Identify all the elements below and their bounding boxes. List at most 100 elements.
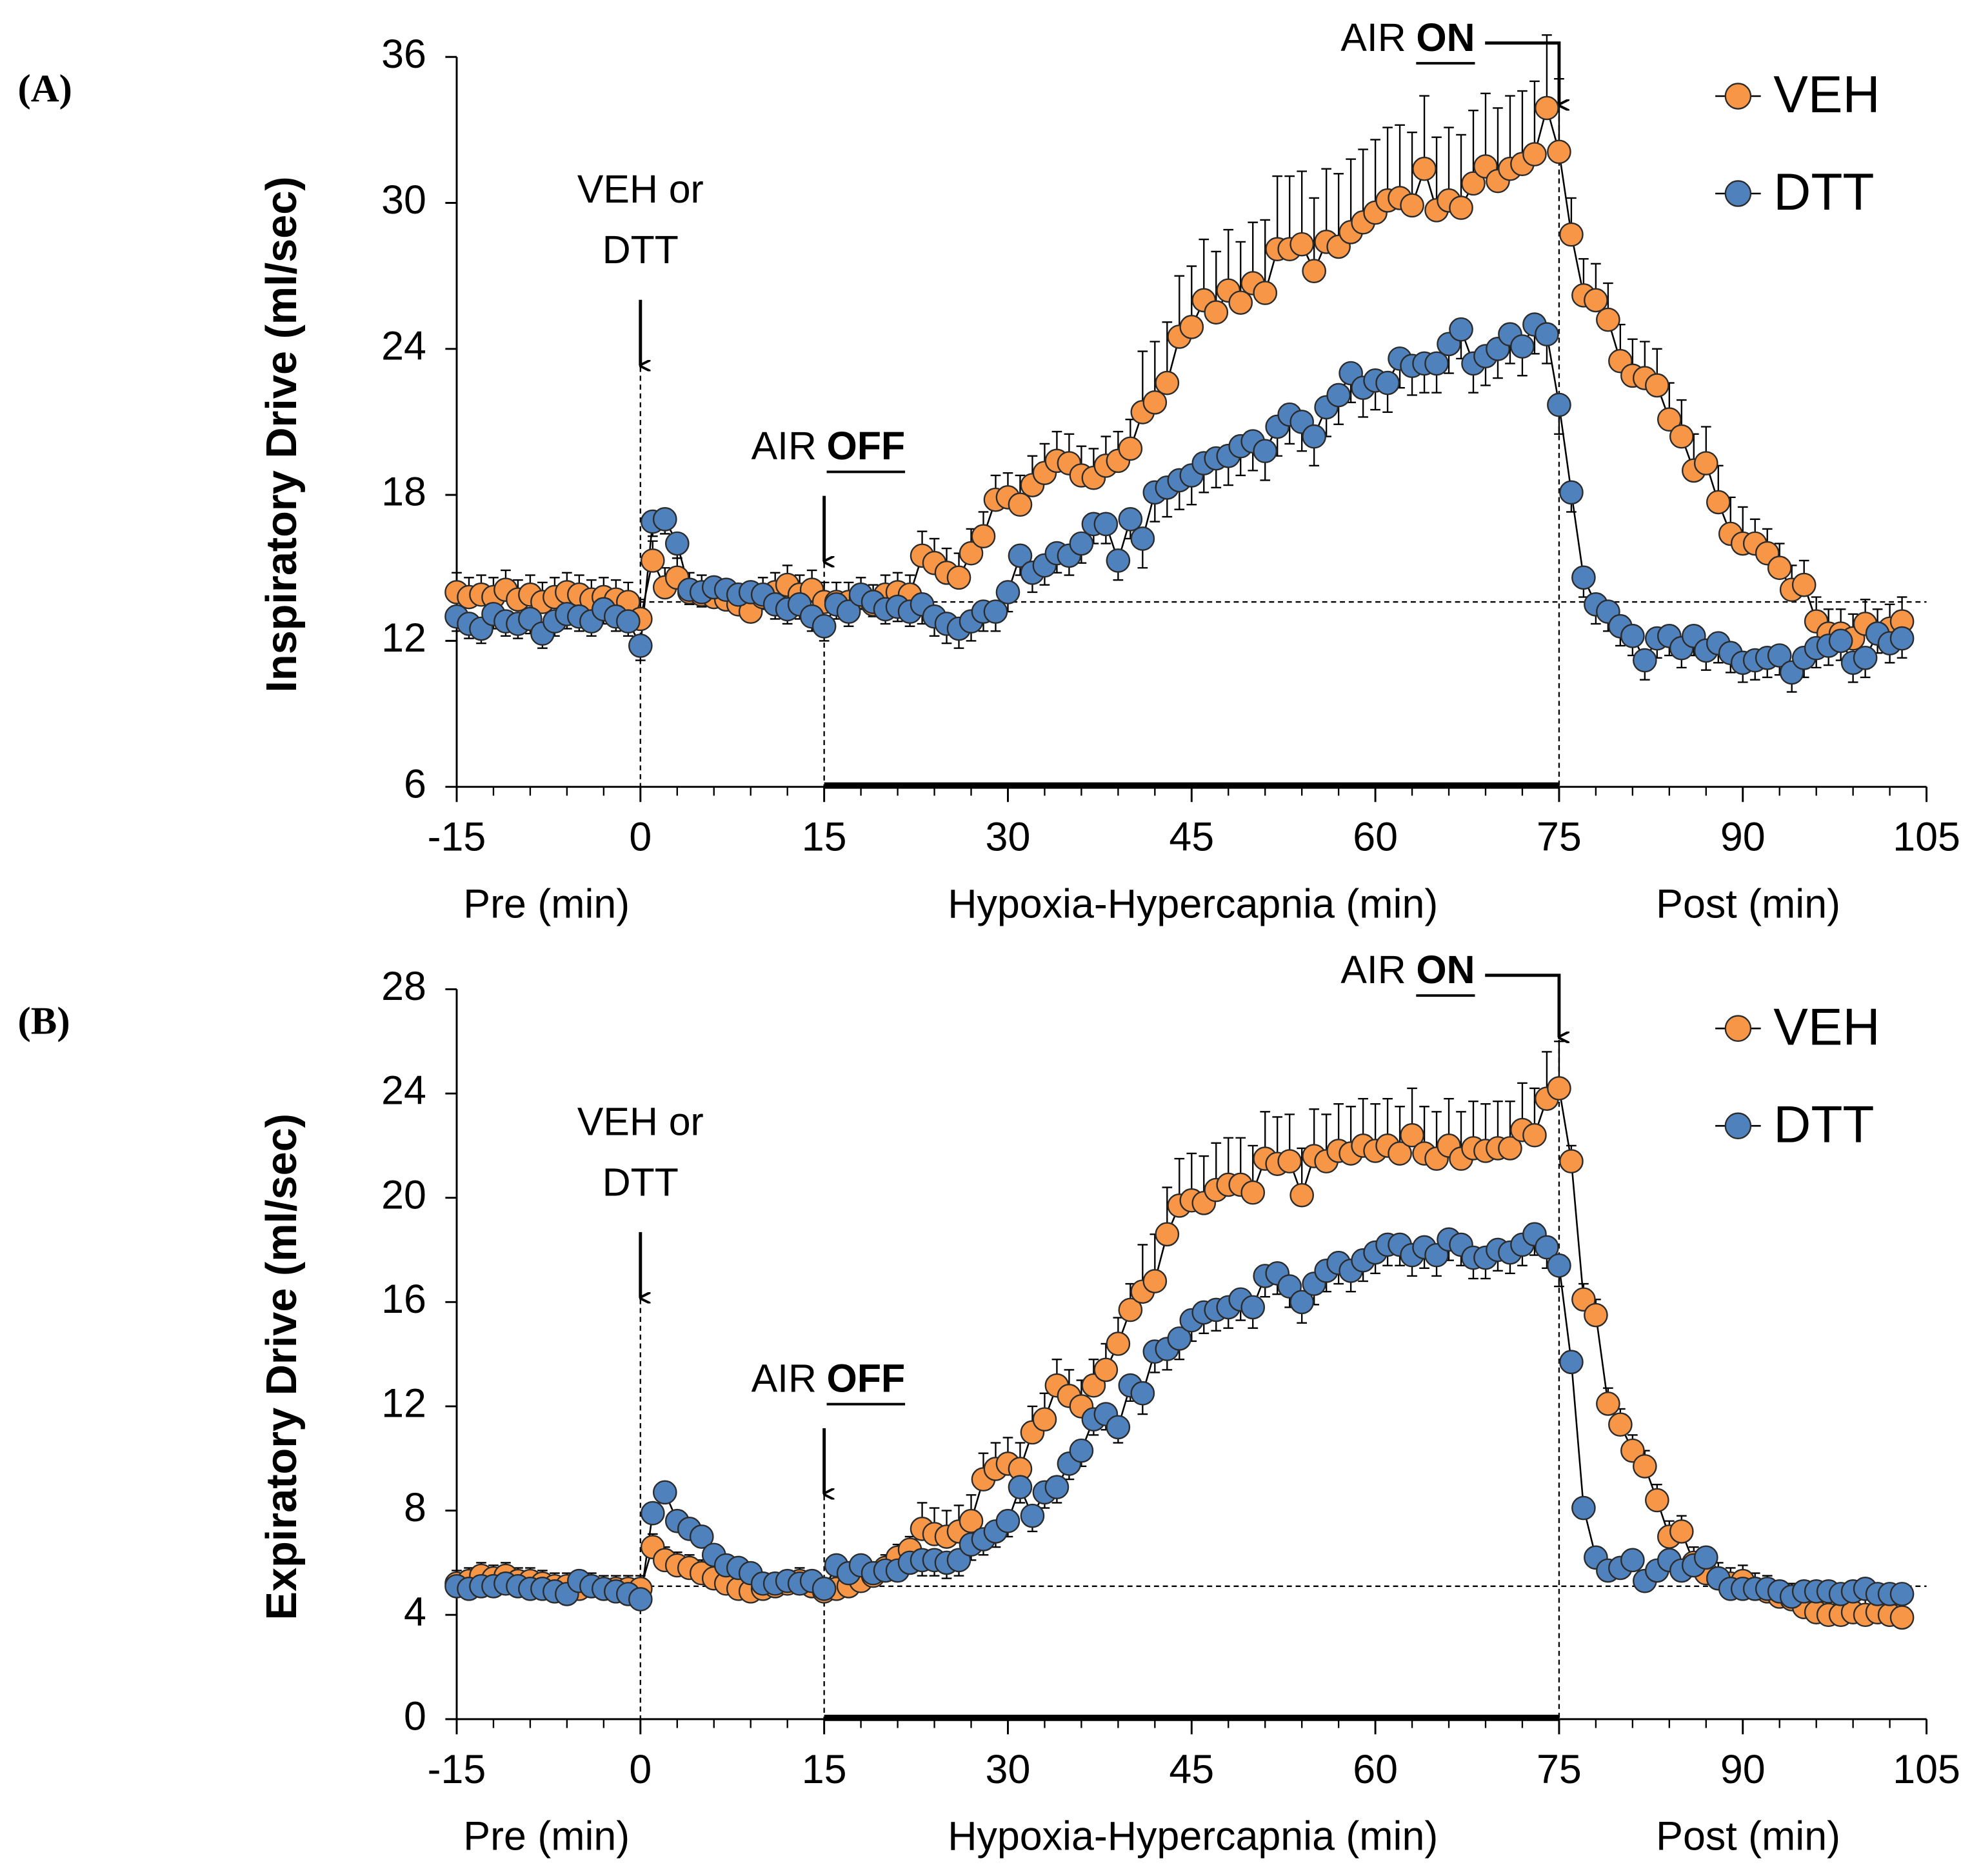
marker (1008, 543, 1033, 568)
marker (1559, 1350, 1584, 1375)
marker (1461, 171, 1486, 196)
annotation-arrow (1485, 973, 1559, 1037)
marker (1142, 1269, 1168, 1293)
phase-label: Pre (min) (463, 1814, 630, 1859)
error-bar (1456, 134, 1466, 208)
marker (1559, 222, 1584, 247)
marker (1559, 480, 1584, 505)
marker (1706, 490, 1731, 515)
annotation: AIR (752, 424, 817, 468)
annotation: AIR (1340, 948, 1406, 992)
x-tick-label: 90 (1720, 1747, 1766, 1792)
marker (1889, 626, 1915, 651)
marker (628, 1587, 653, 1612)
x-tick-label: 30 (986, 1747, 1031, 1792)
x-tick-label: 105 (1893, 1747, 1960, 1792)
marker (1093, 512, 1119, 537)
marker (995, 580, 1020, 604)
marker (1669, 424, 1694, 449)
x-tick-label: 15 (802, 1747, 847, 1792)
marker (1020, 1503, 1045, 1528)
x-tick-label: 75 (1537, 815, 1582, 860)
marker (616, 609, 641, 634)
x-tick-label: 30 (986, 815, 1031, 860)
marker (652, 506, 677, 532)
y-tick-label: 16 (381, 1277, 426, 1322)
error-bar (1468, 110, 1478, 184)
y-tick-label: 36 (381, 32, 426, 77)
x-tick-label: 90 (1720, 815, 1766, 860)
annotation-emphasis: OFF (827, 424, 906, 468)
marker (1584, 288, 1608, 313)
marker (836, 599, 861, 624)
legend-marker (1724, 83, 1752, 110)
marker (1547, 1076, 1571, 1101)
error-bar (1346, 158, 1356, 232)
marker (1142, 390, 1168, 415)
marker (1889, 1605, 1915, 1630)
marker (971, 524, 996, 549)
marker (1559, 1149, 1584, 1173)
y-tick-label: 0 (404, 1693, 426, 1739)
y-tick-label: 6 (404, 761, 426, 806)
annotation: VEH or (577, 167, 704, 211)
marker (1008, 1475, 1033, 1500)
marker (1535, 1235, 1559, 1260)
marker (983, 599, 1008, 624)
marker (1155, 370, 1180, 395)
x-tick-label: 45 (1169, 815, 1214, 860)
marker (1277, 1149, 1302, 1173)
marker (811, 614, 837, 639)
marker (1044, 1475, 1070, 1500)
marker (1449, 317, 1473, 342)
marker (1326, 383, 1351, 408)
marker (1889, 1582, 1915, 1606)
marker (1130, 1381, 1155, 1406)
marker (1289, 232, 1314, 257)
marker (1535, 95, 1559, 121)
error-bar (1542, 34, 1552, 108)
error-bar (1272, 175, 1283, 250)
marker (1069, 1438, 1094, 1463)
annotation: AIR (1340, 15, 1406, 59)
marker (1644, 1488, 1669, 1513)
legend-label: DTT (1773, 163, 1874, 221)
annotation-emphasis: ON (1416, 948, 1475, 992)
panel-label: (A) (18, 67, 72, 110)
marker (1253, 281, 1278, 305)
marker (1093, 1357, 1119, 1382)
error-bar (1407, 131, 1417, 206)
y-tick-label: 28 (381, 964, 426, 1009)
error-bar (1505, 95, 1515, 169)
marker (1388, 1141, 1412, 1166)
marker (1657, 407, 1682, 432)
marker (1289, 1290, 1314, 1315)
marker (1596, 1392, 1620, 1416)
marker (1584, 1302, 1608, 1328)
marker (1608, 1412, 1633, 1437)
marker (1412, 156, 1437, 181)
error-bar (1517, 90, 1528, 165)
marker (1106, 1415, 1131, 1440)
annotation: DTT (602, 228, 679, 272)
marker (1130, 526, 1155, 551)
legend-label: VEH (1773, 66, 1880, 124)
marker (959, 541, 984, 566)
marker (1853, 645, 1878, 670)
phase-label: Hypoxia-Hypercapnia (min) (948, 882, 1438, 927)
x-tick-label: 0 (629, 1747, 652, 1792)
marker (1118, 506, 1143, 532)
marker (1289, 1182, 1314, 1208)
error-bar (1554, 78, 1564, 152)
legend-marker (1724, 1015, 1752, 1042)
marker (1522, 1123, 1547, 1148)
marker (652, 1480, 677, 1505)
error-bar (1419, 95, 1429, 169)
marker (1240, 1295, 1266, 1320)
x-tick-label: 60 (1353, 1747, 1398, 1792)
marker (1106, 1332, 1131, 1356)
marker (1008, 492, 1033, 517)
error-bar (1284, 175, 1295, 250)
